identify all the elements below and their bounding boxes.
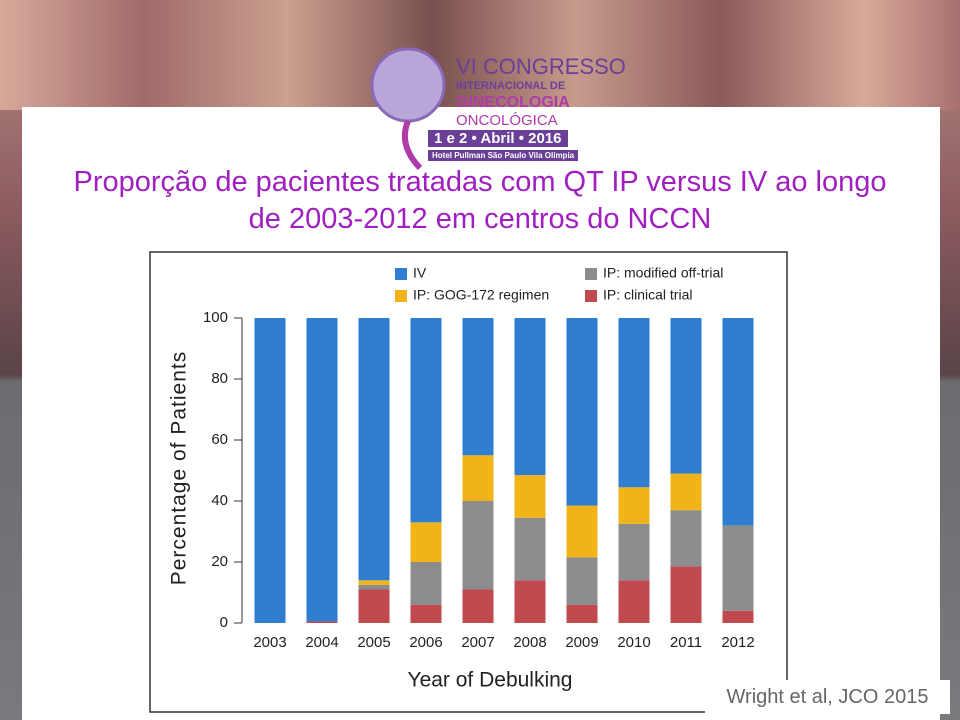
bar-segment <box>618 523 650 581</box>
slide-title: Proporção de pacientes tratadas com QT I… <box>73 166 887 198</box>
logo-date: 1 e 2 • Abril • 2016 <box>428 130 568 147</box>
bar-segment <box>566 604 598 623</box>
legend-label: IV <box>413 265 427 281</box>
bar-segment <box>410 318 442 523</box>
x-tick-label: 2012 <box>721 634 754 651</box>
bar-segment <box>722 525 754 611</box>
bar-segment <box>618 580 650 623</box>
bar-segment <box>306 318 338 622</box>
logo: VI CONGRESSO INTERNACIONAL DE GINECOLOGI… <box>368 40 626 170</box>
bar-segment <box>618 487 650 524</box>
logo-text: ONCOLÓGICA <box>456 112 558 129</box>
logo-text: GINECOLOGIA <box>456 94 570 111</box>
logo-text: VI CONGRESSO <box>456 54 626 79</box>
legend-label: IP: GOG-172 regimen <box>413 287 549 303</box>
x-tick-label: 2004 <box>305 634 338 651</box>
bar-segment <box>358 580 390 585</box>
bar-segment <box>462 589 494 623</box>
bar-segment <box>670 318 702 474</box>
citation: Wright et al, JCO 2015 <box>705 680 950 714</box>
x-tick-label: 2003 <box>253 634 286 651</box>
x-tick-label: 2008 <box>513 634 546 651</box>
bar-segment <box>566 318 598 506</box>
legend-swatch <box>395 290 407 302</box>
x-tick-label: 2011 <box>670 634 702 651</box>
y-tick-label: 60 <box>211 431 228 448</box>
bar-segment <box>514 517 546 581</box>
slide-title: de 2003-2012 em centros do NCCN <box>248 203 712 235</box>
y-tick-label: 0 <box>220 614 228 631</box>
bar-segment <box>514 318 546 476</box>
bar-segment <box>722 610 754 623</box>
bar-segment <box>670 473 702 511</box>
legend-swatch <box>585 290 597 302</box>
bar-segment <box>358 318 390 581</box>
bar-segment <box>462 455 494 501</box>
bar-segment <box>358 589 390 623</box>
bar-segment <box>670 566 702 623</box>
y-axis-label: Percentage of Patients <box>168 351 191 585</box>
bar-segment <box>462 318 494 456</box>
logo-venue: Hotel Pullman São Paulo Vila Olímpia <box>428 150 579 161</box>
y-tick-label: 20 <box>211 553 228 570</box>
bar-segment <box>306 621 338 623</box>
bar-segment <box>462 501 494 590</box>
x-tick-label: 2010 <box>617 634 650 651</box>
y-tick-label: 40 <box>211 492 228 509</box>
x-tick-label: 2006 <box>409 634 442 651</box>
x-tick-label: 2009 <box>565 634 598 651</box>
bar-segment <box>410 562 442 605</box>
bar-segment <box>618 318 650 488</box>
bar-segment <box>670 510 702 567</box>
logo-text: INTERNACIONAL DE <box>456 80 566 92</box>
legend-swatch <box>395 268 407 280</box>
legend-swatch <box>585 268 597 280</box>
bar-segment <box>566 557 598 605</box>
x-tick-label: 2005 <box>357 634 390 651</box>
y-tick-label: 80 <box>211 370 228 387</box>
legend-label: IP: modified off-trial <box>603 265 723 281</box>
bar-segment <box>254 318 286 623</box>
x-axis-label: Year of Debulking <box>407 669 572 692</box>
header-photo <box>0 0 960 110</box>
bar-segment <box>410 522 442 562</box>
legend-label: IP: clinical trial <box>603 287 692 303</box>
bar-segment <box>410 604 442 623</box>
bar-segment <box>566 505 598 558</box>
bar-segment <box>722 318 754 526</box>
bar-segment <box>514 580 546 623</box>
logo-globe <box>370 47 446 170</box>
y-tick-label: 100 <box>203 309 228 326</box>
bar-segment <box>514 475 546 518</box>
bar-segment <box>358 584 390 590</box>
x-tick-label: 2007 <box>461 634 494 651</box>
